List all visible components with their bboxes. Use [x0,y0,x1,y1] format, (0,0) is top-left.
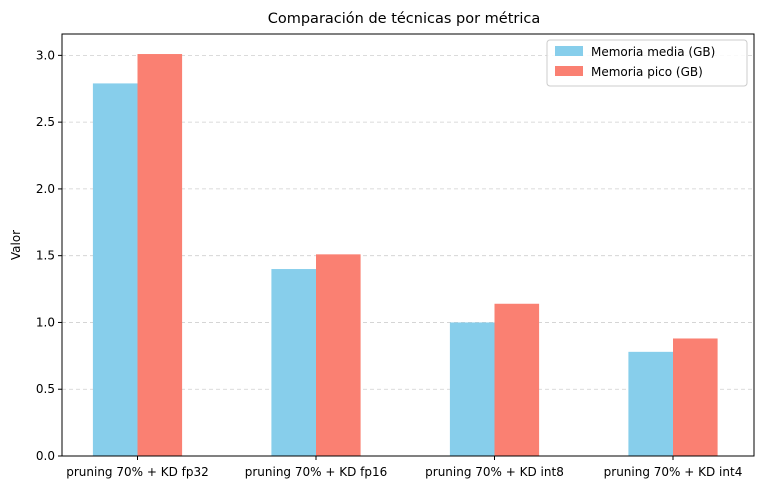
y-tick-label: 2.0 [36,182,55,196]
y-tick-label: 3.0 [36,48,55,62]
x-tick-label: pruning 70% + KD fp16 [245,465,388,479]
x-tick-label: pruning 70% + KD fp32 [66,465,209,479]
legend-swatch [555,66,583,76]
y-axis-ticks: 0.0 0.5 1.0 1.5 2.0 2.5 3.0 [36,48,62,463]
bar-memoria-media [92,83,138,457]
legend-label: Memoria pico (GB) [591,65,703,79]
legend: Memoria media (GB) Memoria pico (GB) [546,39,748,87]
bar-memoria-media [449,322,495,456]
y-tick-label: 1.5 [36,249,55,263]
legend-box [546,39,748,87]
legend-label: Memoria media (GB) [591,45,715,59]
x-tick-label: pruning 70% + KD int4 [604,465,743,479]
plot-frame [61,33,755,457]
x-tick-label: pruning 70% + KD int8 [425,465,564,479]
bar-memoria-pico [494,303,540,456]
bar-memoria-media [271,269,316,456]
y-tick-label: 1.0 [36,315,55,329]
x-axis-ticks: pruning 70% + KD fp32 pruning 70% + KD fp… [66,456,742,479]
legend-swatch [555,46,583,56]
bar-memoria-pico [673,338,718,456]
bars [92,54,718,457]
y-axis-label: Valor [9,230,23,260]
y-tick-label: 0.0 [36,449,55,463]
bar-memoria-pico [316,254,361,456]
bar-memoria-pico [137,54,183,456]
y-tick-label: 0.5 [36,382,55,396]
chart-title: Comparación de técnicas por métrica [268,11,541,27]
bar-memoria-media [628,351,673,456]
y-tick-label: 2.5 [36,115,55,129]
